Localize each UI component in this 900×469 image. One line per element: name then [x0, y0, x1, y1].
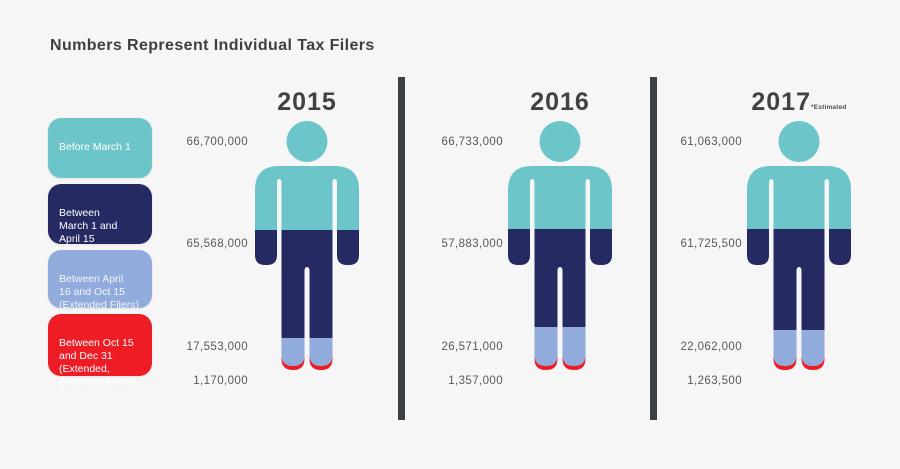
year-heading-2016: 2016 [530, 88, 590, 116]
year-heading-2017: 2017*Estimated [751, 88, 847, 116]
panel-divider [650, 77, 657, 420]
year-heading-2015: 2015 [277, 88, 337, 116]
person-figure-icon [747, 121, 851, 370]
legend-item-oct15-dec31: Between Oct 15 and Dec 31 (Extended, Ext… [48, 314, 152, 388]
page-title: Numbers Represent Individual Tax Filers [50, 37, 375, 54]
value-label: 61,063,000 [680, 136, 742, 148]
legend-label: Between Oct 15 and Dec 31 (Extended, Ext… [59, 337, 136, 388]
value-label: 1,263,500 [687, 375, 742, 387]
value-label: 61,725,500 [680, 238, 742, 250]
legend-item-march1-april15: Between March 1 and April 15 [48, 184, 152, 245]
legend-label: Before March 1 [59, 141, 131, 153]
person-figure-icon [508, 121, 612, 370]
value-label: 57,883,000 [441, 238, 503, 250]
value-label: 66,733,000 [441, 136, 503, 148]
value-label: 17,553,000 [186, 341, 248, 353]
legend-label: Between April 16 and Oct 15 (Extended Fi… [59, 273, 139, 311]
legend-item-before-march-1: Before March 1 [48, 118, 152, 178]
panel-divider [398, 77, 405, 420]
value-label: 22,062,000 [680, 341, 742, 353]
legend-item-april16-oct15: Between April 16 and Oct 15 (Extended Fi… [48, 250, 152, 311]
legend-label: Between March 1 and April 15 [59, 207, 118, 245]
value-label: 65,568,000 [186, 238, 248, 250]
value-label: 66,700,000 [186, 136, 248, 148]
value-label: 26,571,000 [441, 341, 503, 353]
value-label: 1,357,000 [448, 375, 503, 387]
estimated-note: *Estimated [811, 104, 847, 111]
value-label: 1,170,000 [193, 375, 248, 387]
person-figure-icon [255, 121, 359, 370]
legend: Before March 1 Between March 1 and April… [48, 118, 152, 388]
